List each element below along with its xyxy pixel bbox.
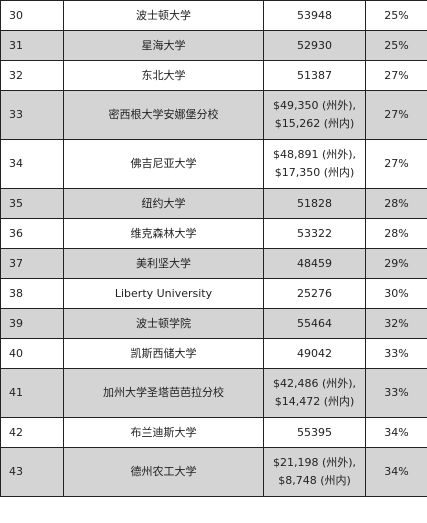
rate-cell: 29% bbox=[365, 248, 427, 279]
school-cell: Liberty University bbox=[63, 278, 264, 309]
school-cell: 佛吉尼亚大学 bbox=[63, 139, 264, 189]
table-row: 42 布兰迪斯大学 55395 34% bbox=[0, 417, 427, 448]
table-row: 33 密西根大学安娜堡分校 $49,350 (州外), $15,262 (州内)… bbox=[0, 90, 427, 140]
rank-cell: 31 bbox=[0, 30, 64, 61]
tuition-cell: $21,198 (州外), $8,748 (州内) bbox=[263, 447, 366, 497]
table-row: 43 德州农工大学 $21,198 (州外), $8,748 (州内) 34% bbox=[0, 447, 427, 497]
school-cell: 德州农工大学 bbox=[63, 447, 264, 497]
school-cell: 凯斯西储大学 bbox=[63, 338, 264, 369]
tuition-cell: 51387 bbox=[263, 60, 366, 91]
school-cell: 美利坚大学 bbox=[63, 248, 264, 279]
school-cell: 星海大学 bbox=[63, 30, 264, 61]
rank-cell: 40 bbox=[0, 338, 64, 369]
tuition-cell: $49,350 (州外), $15,262 (州内) bbox=[263, 90, 366, 140]
rank-cell: 33 bbox=[0, 90, 64, 140]
tuition-in-state: $8,748 (州内) bbox=[278, 474, 351, 487]
rate-cell: 30% bbox=[365, 278, 427, 309]
tuition-in-state: $15,262 (州内) bbox=[274, 117, 355, 130]
tuition-in-state: $17,350 (州内) bbox=[274, 166, 355, 179]
tuition-out-of-state: $21,198 (州外), bbox=[272, 456, 357, 469]
school-cell: 波士顿大学 bbox=[63, 0, 264, 31]
tuition-in-state: $14,472 (州内) bbox=[274, 395, 355, 408]
rate-cell: 25% bbox=[365, 0, 427, 31]
table-row: 34 佛吉尼亚大学 $48,891 (州外), $17,350 (州内) 27% bbox=[0, 139, 427, 189]
rate-cell: 27% bbox=[365, 139, 427, 189]
table-row: 38 Liberty University 25276 30% bbox=[0, 278, 427, 309]
table-row: 41 加州大学圣塔芭芭拉分校 $42,486 (州外), $14,472 (州内… bbox=[0, 368, 427, 418]
tuition-cell: 49042 bbox=[263, 338, 366, 369]
rate-cell: 33% bbox=[365, 338, 427, 369]
table-row: 31 星海大学 52930 25% bbox=[0, 30, 427, 61]
table-row: 32 东北大学 51387 27% bbox=[0, 60, 427, 91]
rank-cell: 38 bbox=[0, 278, 64, 309]
table-row: 35 纽约大学 51828 28% bbox=[0, 188, 427, 219]
rank-cell: 30 bbox=[0, 0, 64, 31]
school-cell: 维克森林大学 bbox=[63, 218, 264, 249]
rank-cell: 39 bbox=[0, 308, 64, 339]
rank-cell: 34 bbox=[0, 139, 64, 189]
tuition-cell: 55395 bbox=[263, 417, 366, 448]
tuition-cell: 53322 bbox=[263, 218, 366, 249]
tuition-cell: 51828 bbox=[263, 188, 366, 219]
tuition-cell: 48459 bbox=[263, 248, 366, 279]
tuition-cell: $42,486 (州外), $14,472 (州内) bbox=[263, 368, 366, 418]
rate-cell: 33% bbox=[365, 368, 427, 418]
rank-cell: 35 bbox=[0, 188, 64, 219]
rate-cell: 28% bbox=[365, 218, 427, 249]
rate-cell: 27% bbox=[365, 60, 427, 91]
rate-cell: 27% bbox=[365, 90, 427, 140]
table-row: 36 维克森林大学 53322 28% bbox=[0, 218, 427, 249]
rank-cell: 37 bbox=[0, 248, 64, 279]
tuition-cell: $48,891 (州外), $17,350 (州内) bbox=[263, 139, 366, 189]
rate-cell: 28% bbox=[365, 188, 427, 219]
table-row: 40 凯斯西储大学 49042 33% bbox=[0, 338, 427, 369]
rank-cell: 32 bbox=[0, 60, 64, 91]
rank-cell: 41 bbox=[0, 368, 64, 418]
school-cell: 波士顿学院 bbox=[63, 308, 264, 339]
school-cell: 加州大学圣塔芭芭拉分校 bbox=[63, 368, 264, 418]
rate-cell: 32% bbox=[365, 308, 427, 339]
school-cell: 东北大学 bbox=[63, 60, 264, 91]
tuition-cell: 52930 bbox=[263, 30, 366, 61]
table-row: 39 波士顿学院 55464 32% bbox=[0, 308, 427, 339]
school-cell: 纽约大学 bbox=[63, 188, 264, 219]
tuition-out-of-state: $42,486 (州外), bbox=[272, 377, 357, 390]
school-cell: 布兰迪斯大学 bbox=[63, 417, 264, 448]
rank-cell: 42 bbox=[0, 417, 64, 448]
rate-cell: 34% bbox=[365, 417, 427, 448]
tuition-cell: 53948 bbox=[263, 0, 366, 31]
tuition-out-of-state: $49,350 (州外), bbox=[272, 99, 357, 112]
rate-cell: 25% bbox=[365, 30, 427, 61]
rank-cell: 36 bbox=[0, 218, 64, 249]
table-row: 30 波士顿大学 53948 25% bbox=[0, 0, 427, 31]
college-table: 30 波士顿大学 53948 25% 31 星海大学 52930 25% 32 … bbox=[0, 0, 427, 497]
rate-cell: 34% bbox=[365, 447, 427, 497]
school-cell: 密西根大学安娜堡分校 bbox=[63, 90, 264, 140]
rank-cell: 43 bbox=[0, 447, 64, 497]
tuition-out-of-state: $48,891 (州外), bbox=[272, 148, 357, 161]
tuition-cell: 25276 bbox=[263, 278, 366, 309]
tuition-cell: 55464 bbox=[263, 308, 366, 339]
table-row: 37 美利坚大学 48459 29% bbox=[0, 248, 427, 279]
